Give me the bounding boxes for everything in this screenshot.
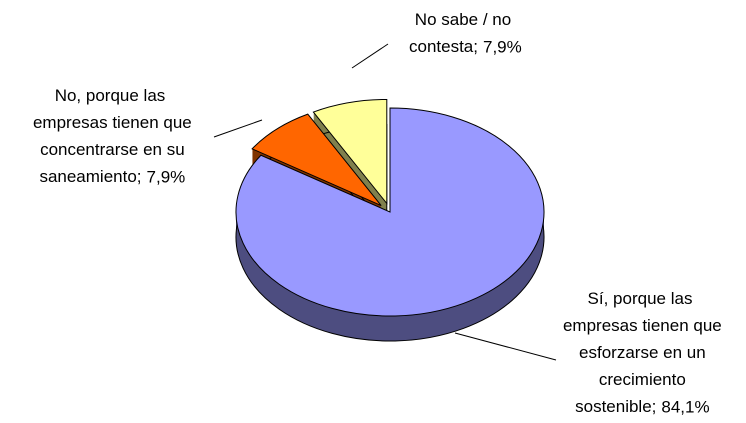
- slice-label-line: No sabe / no: [415, 10, 511, 29]
- slice: [251, 113, 382, 207]
- leader-line: [351, 43, 389, 69]
- slice-label-line: crecimiento: [594, 370, 686, 389]
- slice-label-line: saneamiento;: [35, 167, 142, 186]
- value-label: 7,9%: [147, 167, 186, 186]
- slice-label-line: Sí, porque las: [588, 289, 693, 308]
- slice-label-line: concentrarse en su: [35, 140, 184, 159]
- value-label: 7,9%: [483, 37, 522, 56]
- leader-line: [454, 332, 557, 361]
- leader-line: [213, 119, 263, 138]
- slice-label-line: empresas tienen que: [28, 113, 192, 132]
- slice-label-line: esforzarse en un: [574, 343, 705, 362]
- value-label: 84,1%: [661, 397, 709, 416]
- slice-label-line: empresas tienen que: [558, 316, 722, 335]
- slice: [312, 98, 388, 205]
- slice-label-line: sostenible;: [570, 397, 656, 416]
- slice: [235, 107, 545, 317]
- slice-label: No sabe / no contesta;: [404, 10, 511, 56]
- slice-label: No, porque las empresas tienen que conce…: [28, 86, 192, 186]
- slice-label: Sí, porque las empresas tienen que esfor…: [558, 289, 722, 416]
- slice-label-line: No, porque las: [55, 86, 166, 105]
- slice-label-line: contesta;: [404, 37, 478, 56]
